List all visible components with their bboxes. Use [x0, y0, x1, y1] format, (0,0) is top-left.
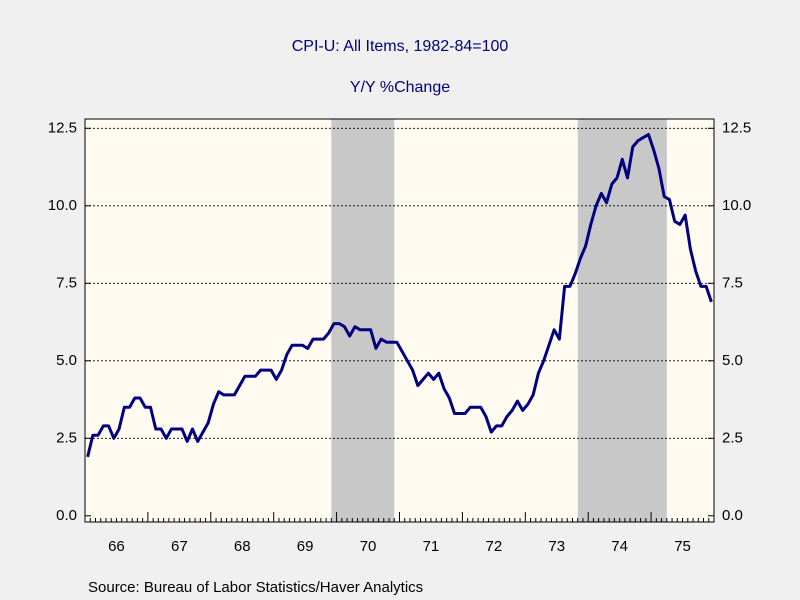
x-tick-label: 73	[548, 538, 565, 555]
y2-tick-label: 2.5	[722, 429, 743, 446]
y-tick-label: 0.0	[56, 507, 77, 524]
x-tick-label: 68	[234, 538, 251, 555]
y-tick-label: 2.5	[56, 429, 77, 446]
chart-subtitle: Y/Y %Change	[350, 79, 450, 96]
y-tick-label: 7.5	[56, 274, 77, 291]
plot-border	[84, 118, 715, 523]
recession-shade	[577, 119, 667, 522]
source-note: Source: Bureau of Labor Statistics/Haver…	[88, 579, 423, 596]
x-tick-label: 71	[423, 538, 440, 555]
y2-tick-label: 7.5	[722, 274, 743, 291]
data-line	[86, 133, 713, 458]
x-tick-label: 69	[297, 538, 314, 555]
y2-tick-label: 10.0	[722, 197, 751, 214]
chart-title: CPI-U: All Items, 1982-84=100	[292, 38, 509, 55]
y-tick-label: 12.5	[48, 119, 77, 136]
y-tick-label: 5.0	[56, 352, 77, 369]
x-tick-label: 70	[360, 538, 377, 555]
y2-tick-label: 12.5	[722, 119, 751, 136]
y2-tick-label: 0.0	[722, 507, 743, 524]
x-tick-label: 74	[611, 538, 628, 555]
recession-shade	[331, 119, 395, 522]
x-tick-label: 66	[108, 538, 125, 555]
y-tick-label: 10.0	[48, 197, 77, 214]
x-tick-label: 67	[171, 538, 188, 555]
x-tick-label: 72	[486, 538, 503, 555]
x-tick-label: 75	[674, 538, 691, 555]
y2-tick-label: 5.0	[722, 352, 743, 369]
